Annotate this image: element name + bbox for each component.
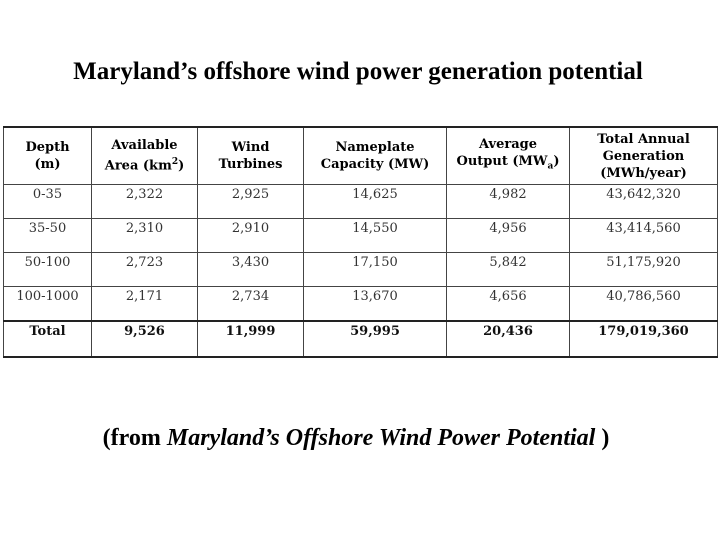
cell-area: 2,322 xyxy=(91,184,198,219)
wind-potential-table-container: Depth (m) Available Area (km2) Wind Turb… xyxy=(3,126,718,358)
table-row: 50-100 2,723 3,430 17,150 5,842 51,175,9… xyxy=(3,252,718,287)
cell-turbines: 2,910 xyxy=(197,218,304,253)
cell-area: 2,171 xyxy=(91,286,198,321)
cell-total-output: 20,436 xyxy=(446,319,570,358)
source-prefix: (from xyxy=(102,425,167,451)
cell-turbines: 3,430 xyxy=(197,252,304,287)
header-depth: Depth (m) xyxy=(3,126,92,185)
cell-capacity: 14,625 xyxy=(303,184,447,219)
header-total-annual-generation: Total Annual Generation (MWh/year) xyxy=(569,126,718,185)
cell-generation: 43,414,560 xyxy=(569,218,718,253)
cell-generation: 43,642,320 xyxy=(569,184,718,219)
table-total-row: Total 9,526 11,999 59,995 20,436 179,019… xyxy=(3,319,718,358)
source-suffix: ) xyxy=(595,425,610,451)
slide-title: Maryland’s offshore wind power generatio… xyxy=(73,58,643,85)
table-row: 35-50 2,310 2,910 14,550 4,956 43,414,56… xyxy=(3,218,718,253)
source-citation: (from Maryland’s Offshore Wind Power Pot… xyxy=(0,425,712,452)
cell-total-generation: 179,019,360 xyxy=(569,319,718,358)
header-wind-turbines: Wind Turbines xyxy=(197,126,304,185)
table-row: 100-1000 2,171 2,734 13,670 4,656 40,786… xyxy=(3,286,718,321)
cell-total-label: Total xyxy=(3,319,92,358)
source-title: Maryland’s Offshore Wind Power Potential xyxy=(166,425,596,451)
wind-potential-table: Depth (m) Available Area (km2) Wind Turb… xyxy=(3,126,718,358)
header-available-area: Available Area (km2) xyxy=(91,126,198,185)
cell-area: 2,310 xyxy=(91,218,198,253)
cell-output: 4,982 xyxy=(446,184,570,219)
header-average-output: Average Output (MWa) xyxy=(446,126,570,185)
cell-capacity: 13,670 xyxy=(303,286,447,321)
cell-turbines: 2,734 xyxy=(197,286,304,321)
cell-generation: 40,786,560 xyxy=(569,286,718,321)
cell-total-area: 9,526 xyxy=(91,319,198,358)
cell-area: 2,723 xyxy=(91,252,198,287)
cell-capacity: 14,550 xyxy=(303,218,447,253)
cell-turbines: 2,925 xyxy=(197,184,304,219)
cell-depth: 50-100 xyxy=(3,252,92,287)
cell-depth: 100-1000 xyxy=(3,286,92,321)
cell-output: 4,656 xyxy=(446,286,570,321)
cell-depth: 35-50 xyxy=(3,218,92,253)
cell-generation: 51,175,920 xyxy=(569,252,718,287)
header-nameplate-capacity: Nameplate Capacity (MW) xyxy=(303,126,447,185)
cell-capacity: 17,150 xyxy=(303,252,447,287)
cell-depth: 0-35 xyxy=(3,184,92,219)
table-row: 0-35 2,322 2,925 14,625 4,982 43,642,320 xyxy=(3,184,718,219)
cell-total-capacity: 59,995 xyxy=(303,319,447,358)
cell-output: 5,842 xyxy=(446,252,570,287)
cell-output: 4,956 xyxy=(446,218,570,253)
cell-total-turbines: 11,999 xyxy=(197,319,304,358)
table-header-row: Depth (m) Available Area (km2) Wind Turb… xyxy=(3,126,718,185)
